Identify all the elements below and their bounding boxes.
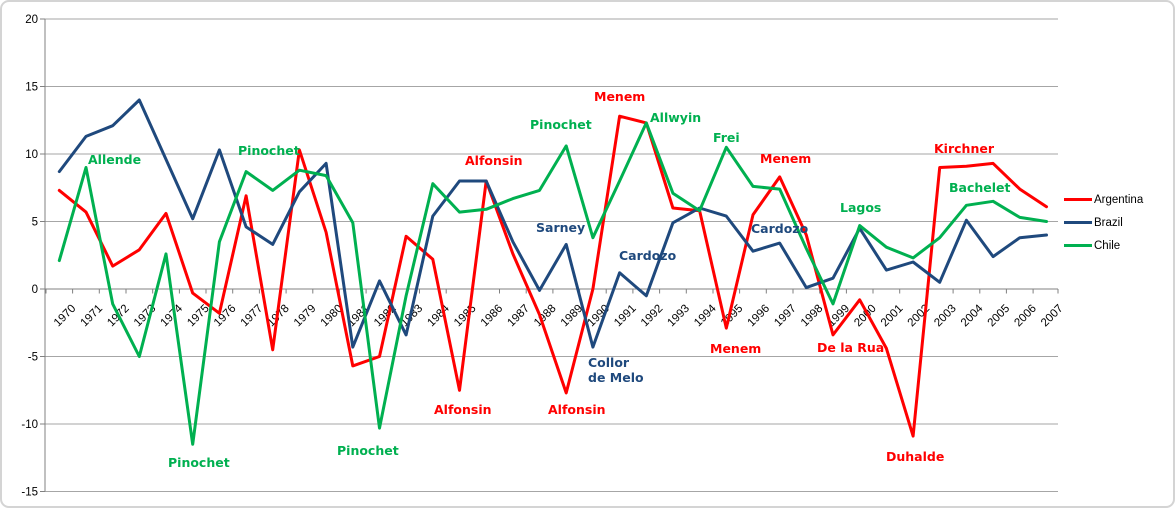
x-axis-label-2003: 2003 <box>932 303 959 330</box>
y-axis-label-5: 5 <box>32 217 38 229</box>
annotation-allwyin[interactable]: Allwyin <box>650 110 702 125</box>
x-axis-label-1992: 1992 <box>639 303 666 330</box>
annotation-de-la-rua[interactable]: De la Rua <box>817 340 885 355</box>
x-axis-label-1984: 1984 <box>425 302 452 329</box>
x-axis-label-1991: 1991 <box>612 303 639 330</box>
chart-legend[interactable]: Argentina Brazil Chile <box>1064 188 1143 257</box>
legend-label: Argentina <box>1094 193 1144 206</box>
legend-item-brazil[interactable]: Brazil <box>1064 211 1143 234</box>
annotation-pinochet[interactable]: Pinochet <box>168 455 230 470</box>
x-axis-label-1993: 1993 <box>665 303 692 330</box>
x-axis-label-2005: 2005 <box>986 303 1013 330</box>
annotation-collor-de-melo[interactable]: Collor de Melo <box>588 355 644 385</box>
x-axis-label-1996: 1996 <box>746 303 773 330</box>
y-axis-label-20: 20 <box>25 14 38 26</box>
x-axis-label-1970: 1970 <box>52 303 79 330</box>
argentina-line-swatch <box>1064 198 1092 201</box>
y-axis-label--15: -15 <box>21 487 38 499</box>
annotation-alfonsin[interactable]: Alfonsin <box>465 153 523 168</box>
x-axis-label-1994: 1994 <box>692 302 719 329</box>
legend-item-argentina[interactable]: Argentina <box>1064 188 1143 211</box>
x-axis-label-1986: 1986 <box>479 303 506 330</box>
y-axis-label--10: -10 <box>21 419 38 431</box>
y-axis-label-10: 10 <box>25 149 38 161</box>
annotation-cardozo[interactable]: Cardozo <box>619 248 677 263</box>
y-axis-label-0: 0 <box>32 284 38 296</box>
annotation-lagos[interactable]: Lagos <box>840 200 882 215</box>
annotation-menem[interactable]: Menem <box>760 151 812 166</box>
annotation-pinochet[interactable]: Pinochet <box>337 443 399 458</box>
x-axis-label-1976: 1976 <box>212 303 239 330</box>
annotation-sarney[interactable]: Sarney <box>536 220 586 235</box>
x-axis-label-1973: 1973 <box>132 303 159 330</box>
x-axis-label-2007: 2007 <box>1039 303 1066 330</box>
annotation-kirchner[interactable]: Kirchner <box>934 141 994 156</box>
series-line-argentina[interactable] <box>57 114 1048 438</box>
annotation-alfonsin[interactable]: Alfonsin <box>548 402 606 417</box>
x-axis-label-1997: 1997 <box>772 303 799 330</box>
annotation-pinochet[interactable]: Pinochet <box>238 143 300 158</box>
x-axis-label-1987: 1987 <box>505 303 532 330</box>
annotation-duhalde[interactable]: Duhalde <box>886 449 945 464</box>
x-axis-label-2001: 2001 <box>879 303 906 330</box>
x-axis-label-1979: 1979 <box>292 303 319 330</box>
y-axis-label-15: 15 <box>25 82 38 94</box>
annotation-cardozo[interactable]: Cardozo <box>751 221 809 236</box>
x-axis-label-1998: 1998 <box>799 303 826 330</box>
x-axis-label-1971: 1971 <box>79 303 106 330</box>
annotation-frei[interactable]: Frei <box>713 130 740 145</box>
x-axis-label-1985: 1985 <box>452 303 479 330</box>
legend-item-chile[interactable]: Chile <box>1064 234 1143 257</box>
annotation-menem[interactable]: Menem <box>594 89 646 104</box>
brazil-line-swatch <box>1064 221 1092 224</box>
annotation-bachelet[interactable]: Bachelet <box>949 180 1011 195</box>
y-axis-label--5: -5 <box>28 352 38 364</box>
series-line-brazil[interactable] <box>57 98 1048 349</box>
legend-label: Brazil <box>1094 216 1123 229</box>
annotation-pinochet[interactable]: Pinochet <box>530 117 592 132</box>
x-axis-label-2002: 2002 <box>906 303 933 330</box>
annotation-alfonsin[interactable]: Alfonsin <box>434 402 492 417</box>
series-line-chile[interactable] <box>57 121 1048 446</box>
annotation-allende[interactable]: Allende <box>88 152 142 167</box>
chile-line-swatch <box>1064 244 1092 247</box>
annotation-menem[interactable]: Menem <box>710 341 762 356</box>
legend-label: Chile <box>1094 239 1121 252</box>
x-axis-label-2006: 2006 <box>1012 303 1039 330</box>
x-axis-label-1977: 1977 <box>239 303 266 330</box>
x-axis-label-2004: 2004 <box>959 302 986 329</box>
